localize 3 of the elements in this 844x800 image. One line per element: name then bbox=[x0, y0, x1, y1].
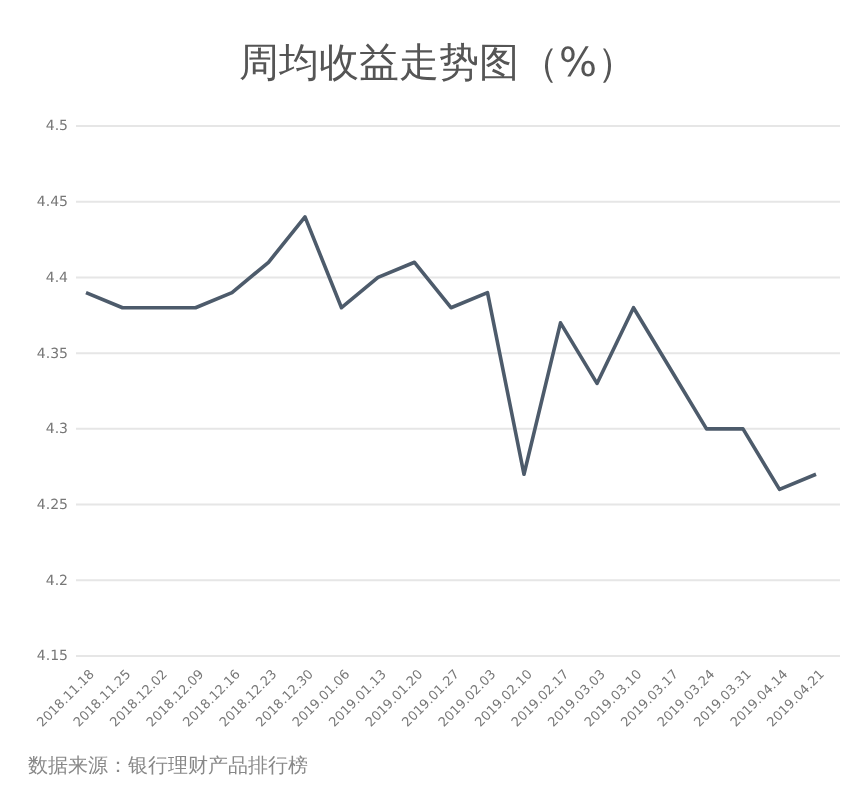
source-note: 数据来源：银行理财产品排行榜 bbox=[28, 754, 308, 778]
line-series bbox=[84, 215, 818, 492]
chart-title: 周均收益走势图（%） bbox=[238, 38, 638, 86]
